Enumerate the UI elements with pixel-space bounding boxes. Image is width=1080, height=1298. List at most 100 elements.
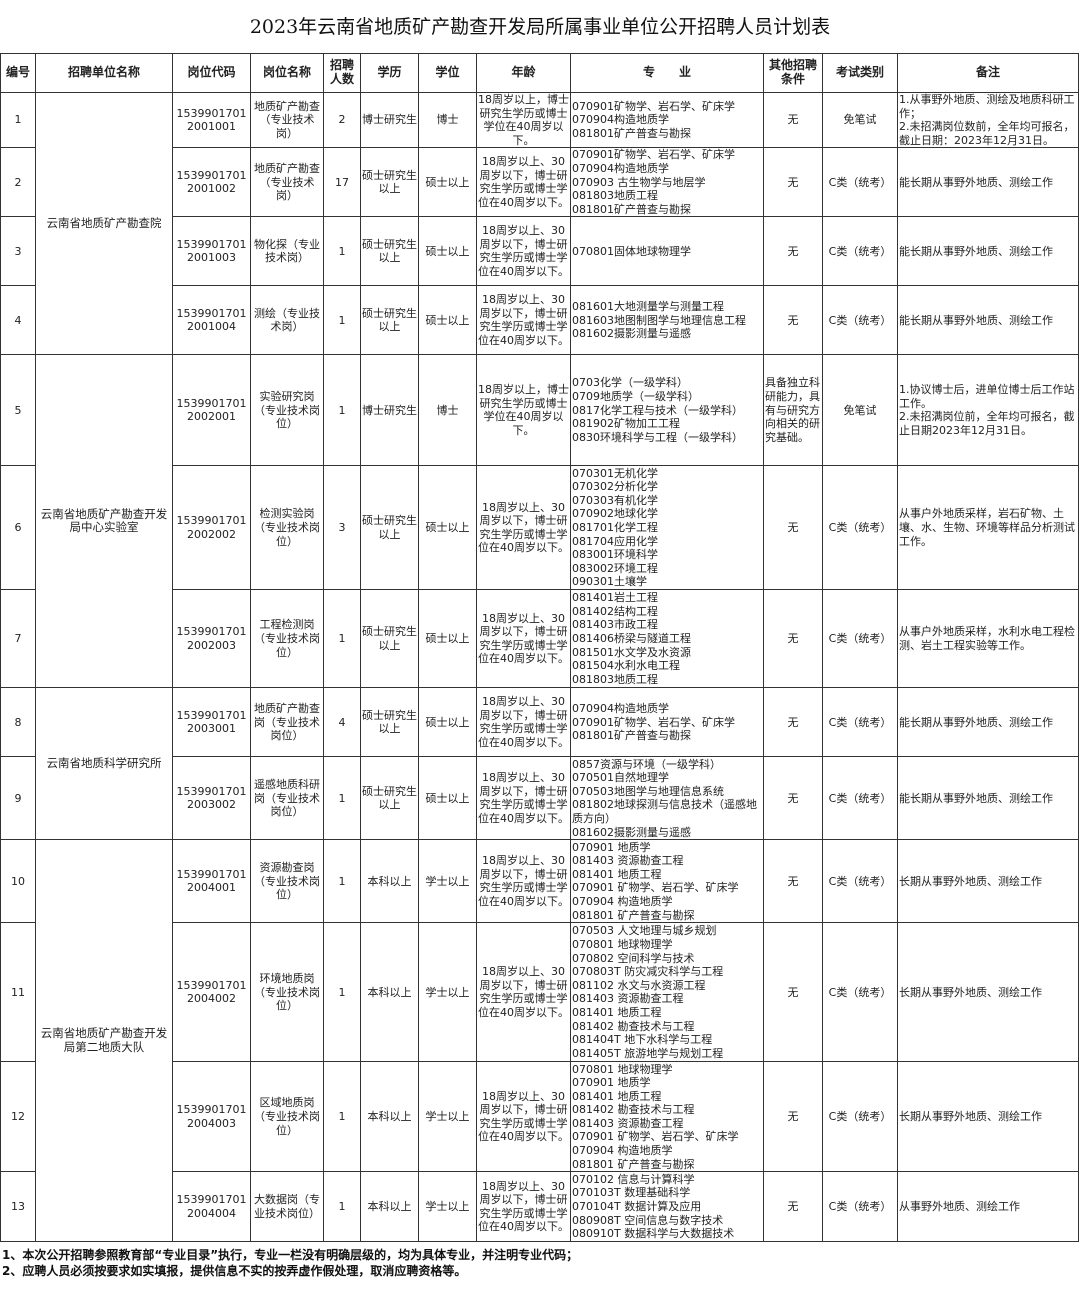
cell-education: 本科以上 <box>360 839 419 924</box>
cell-major: 070901矿物学、岩石学、矿床学 070904构造地质学 081801矿产普查… <box>570 91 764 149</box>
table-row: 13 15399017012004004 大数据岗（专业技术岗位） 1 本科以上 学士以上… <box>0 1171 1079 1243</box>
cell-major: 070102 信息与计算科学 070103T 数理基础科学 070104T 数据… <box>570 1171 764 1243</box>
cell-count: 1 <box>323 354 361 467</box>
cell-no: 2 <box>0 147 36 218</box>
cell-exam-type: C类（统考） <box>822 1061 898 1173</box>
cell-other-conditions: 无 <box>763 839 823 924</box>
cell-post-code: 15399017012003001 <box>172 687 251 758</box>
header-other-conditions: 其他招聘条件 <box>763 53 823 93</box>
table-row: 1 云南省地质矿产勘查院 15399017012001001 地质矿产勘查（专业技术岗… <box>0 91 1079 356</box>
cell-post-code: 15399017012004003 <box>172 1061 251 1173</box>
cell-no: 11 <box>0 922 36 1063</box>
header-exam-type: 考试类别 <box>822 53 898 93</box>
cell-education: 硕士研究生以上 <box>360 465 419 591</box>
cell-post-name: 地质矿产勘查（专业技术岗） <box>250 147 324 218</box>
cell-count: 1 <box>323 922 361 1063</box>
cell-other-conditions: 无 <box>763 756 823 841</box>
cell-count: 4 <box>323 687 361 758</box>
cell-degree: 硕士以上 <box>418 589 477 689</box>
cell-no: 3 <box>0 216 36 287</box>
cell-post-name: 环境地质岗（专业技术岗位） <box>250 922 324 1063</box>
cell-count: 17 <box>323 147 361 218</box>
cell-degree: 硕士以上 <box>418 756 477 841</box>
cell-count: 2 <box>323 91 361 149</box>
cell-education: 本科以上 <box>360 1061 419 1173</box>
cell-no: 10 <box>0 839 36 924</box>
cell-degree: 硕士以上 <box>418 465 477 591</box>
cell-age: 18周岁以上，博士研究生学历或博士学位在40周岁以下。 <box>476 91 571 149</box>
cell-exam-type: C类（统考） <box>822 922 898 1063</box>
cell-age: 18周岁以上、30周岁以下，博士研究生学历或博士学位在40周岁以下。 <box>476 285 571 356</box>
cell-exam-type: C类（统考） <box>822 687 898 758</box>
cell-age: 18周岁以上，博士研究生学历或博士学位在40周岁以下。 <box>476 354 571 467</box>
table-header-row: 编号 招聘单位名称 岗位代码 岗位名称 招聘人数 学历 学位 年龄专 业其他招聘条件 考试类别备… <box>0 53 1079 93</box>
cell-major: 081601大地测量学与测量工程 081603地图制图学与地理信息工程 0816… <box>570 285 764 356</box>
cell-post-name: 区域地质岗（专业技术岗位） <box>250 1061 324 1173</box>
cell-count: 1 <box>323 1061 361 1173</box>
table-row: 9 15399017012003002 遥感地质科研岗（专业技术岗位） 1 硕士研究生以… <box>0 756 1079 841</box>
cell-age: 18周岁以上、30周岁以下，博士研究生学历或博士学位在40周岁以下。 <box>476 1061 571 1173</box>
cell-no: 5 <box>0 354 36 467</box>
cell-age: 18周岁以上、30周岁以下，博士研究生学历或博士学位在40周岁以下。 <box>476 216 571 287</box>
header-age: 年龄 <box>476 53 571 93</box>
cell-post-name: 资源勘查岗（专业技术岗位） <box>250 839 324 924</box>
table-row: 3 15399017012001003 物化探（专业技术岗） 1 硕士研究生以上 硕士以上… <box>0 216 1079 287</box>
cell-count: 1 <box>323 589 361 689</box>
header-degree: 学位 <box>418 53 477 93</box>
header-no: 编号 <box>0 53 36 93</box>
cell-exam-type: C类（统考） <box>822 147 898 218</box>
cell-post-name: 测绘（专业技术岗） <box>250 285 324 356</box>
cell-education: 本科以上 <box>360 1171 419 1243</box>
cell-remarks: 长期从事野外地质、测绘工作 <box>897 922 1079 1063</box>
cell-post-code: 15399017012004002 <box>172 922 251 1063</box>
cell-exam-type: C类（统考） <box>822 839 898 924</box>
cell-unit-name: 云南省地质矿产勘查开发局第二地质大队 <box>35 839 173 1243</box>
cell-post-code: 15399017012002003 <box>172 589 251 689</box>
cell-education: 硕士研究生以上 <box>360 687 419 758</box>
recruitment-table: 编号 招聘单位名称 岗位代码 岗位名称 招聘人数 学历 学位 年龄专 业其他招聘条件 考试类别备… <box>0 53 1079 1243</box>
cell-no: 12 <box>0 1061 36 1173</box>
cell-post-code: 15399017012001003 <box>172 216 251 287</box>
cell-age: 18周岁以上、30周岁以下，博士研究生学历或博士学位在40周岁以下。 <box>476 589 571 689</box>
cell-major: 070503 人文地理与城乡规划 070801 地球物理学 070802 空间科… <box>570 922 764 1063</box>
cell-age: 18周岁以上、30周岁以下，博士研究生学历或博士学位在40周岁以下。 <box>476 839 571 924</box>
cell-exam-type: 免笔试 <box>822 91 898 149</box>
cell-post-name: 遥感地质科研岗（专业技术岗位） <box>250 756 324 841</box>
cell-remarks: 能长期从事野外地质、测绘工作 <box>897 285 1079 356</box>
cell-post-code: 15399017012004001 <box>172 839 251 924</box>
cell-exam-type: 免笔试 <box>822 354 898 467</box>
table-row: 12 15399017012004003 区域地质岗（专业技术岗位） 1 本科以上 学士以… <box>0 1061 1079 1173</box>
cell-major: 070301无机化学 070302分析化学 070303有机化学 070902地… <box>570 465 764 591</box>
footnotes: 1、本次公开招聘参照教育部“专业目录”执行，专业一栏没有明确层级的，均为具体专业… <box>2 1247 578 1279</box>
cell-post-name: 实验研究岗（专业技术岗位） <box>250 354 324 467</box>
cell-degree: 博士 <box>418 354 477 467</box>
cell-degree: 硕士以上 <box>418 216 477 287</box>
cell-age: 18周岁以上、30周岁以下，博士研究生学历或博士学位在40周岁以下。 <box>476 756 571 841</box>
cell-remarks: 1.协议博士后，进单位博士后工作站工作。 2.未招满岗位前，全年均可报名，截止日… <box>897 354 1079 467</box>
cell-other-conditions: 无 <box>763 1171 823 1243</box>
table-row: 11 15399017012004002 环境地质岗（专业技术岗位） 1 本科以上 学士以… <box>0 922 1079 1063</box>
cell-other-conditions: 无 <box>763 91 823 149</box>
cell-post-code: 15399017012002002 <box>172 465 251 591</box>
cell-exam-type: C类（统考） <box>822 285 898 356</box>
cell-count: 1 <box>323 216 361 287</box>
cell-degree: 学士以上 <box>418 1061 477 1173</box>
cell-degree: 学士以上 <box>418 839 477 924</box>
cell-count: 1 <box>323 839 361 924</box>
cell-exam-type: C类（统考） <box>822 465 898 591</box>
cell-post-code: 15399017012002001 <box>172 354 251 467</box>
cell-major: 070901 地质学 081403 资源勘查工程 081401 地质工程 070… <box>570 839 764 924</box>
cell-remarks: 从事野外地质、测绘工作 <box>897 1171 1079 1243</box>
cell-count: 1 <box>323 756 361 841</box>
cell-major: 081401岩土工程 081402结构工程 081403市政工程 081406桥… <box>570 589 764 689</box>
cell-post-name: 地质矿产勘查（专业技术岗） <box>250 91 324 149</box>
cell-post-code: 15399017012001002 <box>172 147 251 218</box>
cell-post-code: 15399017012004004 <box>172 1171 251 1243</box>
cell-age: 18周岁以上、30周岁以下，博士研究生学历或博士学位在40周岁以下。 <box>476 1171 571 1243</box>
cell-degree: 学士以上 <box>418 1171 477 1243</box>
cell-education: 硕士研究生以上 <box>360 589 419 689</box>
cell-age: 18周岁以上、30周岁以下，博士研究生学历或博士学位在40周岁以下。 <box>476 687 571 758</box>
table-row: 10 云南省地质矿产勘查开发局第二地质大队 15399017012004001 资源勘… <box>0 839 1079 1243</box>
cell-degree: 硕士以上 <box>418 147 477 218</box>
header-code: 岗位代码 <box>172 53 251 93</box>
